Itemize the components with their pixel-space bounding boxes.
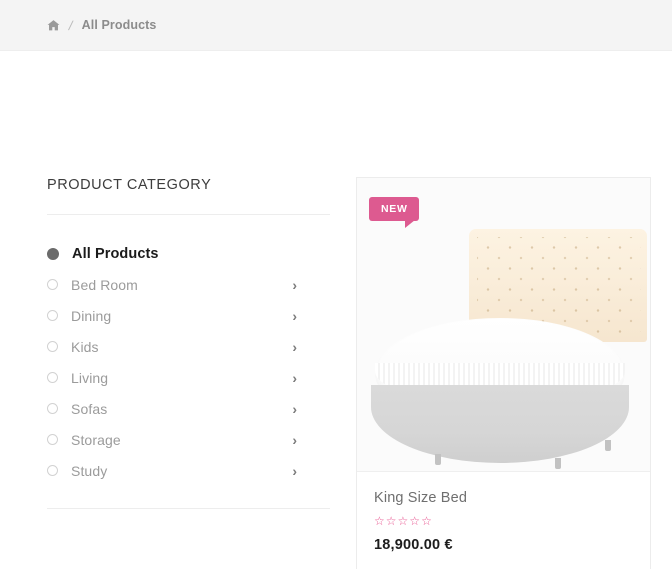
chevron-right-icon[interactable]: › bbox=[292, 369, 297, 386]
chevron-right-icon[interactable]: › bbox=[292, 462, 297, 479]
sidebar-item-all-products[interactable]: All Products bbox=[47, 238, 330, 269]
radio-icon bbox=[47, 247, 59, 260]
star-icon: ☆ bbox=[397, 514, 409, 528]
sidebar-divider-top bbox=[47, 214, 330, 215]
sidebar-item-storage[interactable]: Storage › bbox=[47, 424, 330, 455]
sidebar-item-study[interactable]: Study › bbox=[47, 455, 330, 486]
sidebar-item-label: Sofas bbox=[71, 400, 108, 417]
product-card[interactable]: NEW bbox=[356, 177, 651, 569]
chevron-right-icon[interactable]: › bbox=[292, 431, 297, 448]
sidebar-item-label: Dining bbox=[71, 307, 112, 324]
bed-tufting bbox=[477, 237, 641, 334]
sidebar-item-label: All Products bbox=[72, 245, 159, 262]
star-icon: ☆ bbox=[385, 514, 397, 528]
breadcrumb-bar: / All Products bbox=[0, 0, 672, 51]
home-icon[interactable] bbox=[47, 19, 60, 32]
chevron-right-icon[interactable]: › bbox=[292, 276, 297, 293]
sidebar-item-label: Kids bbox=[71, 338, 99, 355]
radio-icon bbox=[47, 341, 58, 352]
radio-icon bbox=[47, 434, 58, 445]
sidebar-divider-bottom bbox=[47, 508, 330, 509]
breadcrumb-separator: / bbox=[67, 17, 75, 33]
page-content: PRODUCT CATEGORY All Products Bed Room ›… bbox=[0, 51, 672, 569]
product-price: 18,900.00 € bbox=[374, 537, 453, 553]
bed-leg bbox=[555, 458, 561, 469]
radio-icon bbox=[47, 465, 58, 476]
star-icon: ☆ bbox=[374, 514, 385, 528]
sidebar-item-label: Study bbox=[71, 462, 108, 479]
product-image-area[interactable]: NEW bbox=[357, 178, 650, 471]
sidebar-item-dining[interactable]: Dining › bbox=[47, 300, 330, 331]
breadcrumb-current: All Products bbox=[81, 18, 157, 32]
category-list: All Products Bed Room › Dining › Kids › … bbox=[47, 215, 330, 486]
sidebar-item-kids[interactable]: Kids › bbox=[47, 331, 330, 362]
radio-icon bbox=[47, 372, 58, 383]
sidebar-title: PRODUCT CATEGORY bbox=[47, 177, 212, 193]
sidebar-item-living[interactable]: Living › bbox=[47, 362, 330, 393]
star-icon: ☆ bbox=[409, 514, 421, 528]
bed-leg bbox=[605, 440, 611, 451]
sidebar-item-label: Living bbox=[71, 369, 109, 386]
sidebar-item-bed-room[interactable]: Bed Room › bbox=[47, 269, 330, 300]
bed-base bbox=[371, 385, 629, 463]
radio-icon bbox=[47, 403, 58, 414]
status-badge: NEW bbox=[369, 197, 419, 228]
sidebar-item-sofas[interactable]: Sofas › bbox=[47, 393, 330, 424]
sidebar-item-label: Bed Room bbox=[71, 276, 138, 293]
chevron-right-icon[interactable]: › bbox=[292, 338, 297, 355]
product-category-sidebar: PRODUCT CATEGORY All Products Bed Room ›… bbox=[47, 177, 330, 509]
chevron-right-icon[interactable]: › bbox=[292, 307, 297, 324]
bed-leg bbox=[435, 454, 441, 465]
radio-icon bbox=[47, 310, 58, 321]
product-info: King Size Bed ☆ ☆ ☆ ☆ ☆ 18,900.00 € bbox=[357, 471, 650, 569]
product-title[interactable]: King Size Bed bbox=[374, 490, 468, 506]
star-icon: ☆ bbox=[421, 514, 432, 528]
radio-icon bbox=[47, 279, 58, 290]
sidebar-item-label: Storage bbox=[71, 431, 121, 448]
breadcrumb: / All Products bbox=[47, 18, 156, 33]
chevron-right-icon[interactable]: › bbox=[292, 400, 297, 417]
product-image bbox=[357, 178, 650, 471]
rating-stars[interactable]: ☆ ☆ ☆ ☆ ☆ bbox=[374, 515, 633, 527]
